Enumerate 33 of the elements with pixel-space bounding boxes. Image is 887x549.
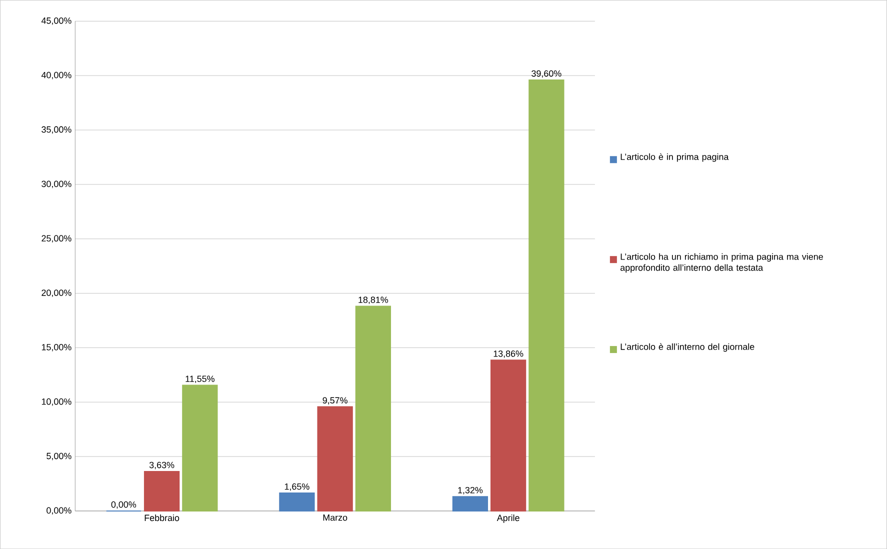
data-label: 1,32% — [458, 486, 483, 494]
bar — [317, 406, 353, 512]
y-tick-label: 15,00% — [42, 344, 72, 352]
data-label: 9,57% — [322, 397, 348, 405]
data-label: 18,81% — [358, 296, 388, 304]
legend-label: L’articolo è all’interno del giornale — [620, 343, 754, 352]
data-label: 11,55% — [186, 376, 214, 383]
bar — [452, 496, 488, 512]
y-tick-label: 25,00% — [42, 235, 72, 242]
legend-label: L’articolo ha un richiamo in prima pagina ma viene approfondito all’interno della testata — [620, 253, 823, 273]
y-tick-label: 45,00% — [41, 17, 72, 25]
x-tick-label: Febbraio — [144, 514, 180, 522]
bar — [279, 492, 315, 512]
bar — [490, 360, 526, 512]
legend-label: L’articolo è in prima pagina — [620, 153, 729, 162]
y-tick-label: 10,00% — [42, 398, 72, 406]
y-tick-label: 30,00% — [42, 180, 72, 188]
data-label: 1,65% — [284, 483, 310, 491]
bar — [182, 384, 218, 512]
bar — [144, 470, 180, 512]
y-tick-label: 5,00% — [46, 452, 72, 460]
y-tick-label: 0,00% — [46, 507, 72, 515]
data-label: 39,60% — [532, 70, 562, 78]
bar — [355, 306, 391, 512]
data-label: 3,63% — [149, 462, 174, 470]
bar — [528, 79, 564, 512]
y-tick-label: 40,00% — [41, 72, 72, 80]
x-tick-label: Marzo — [323, 514, 348, 521]
data-label: 0,00% — [111, 501, 136, 509]
x-tick-label: Aprile — [496, 514, 520, 523]
y-tick-label: 20,00% — [42, 290, 72, 297]
y-tick-label: 35,00% — [42, 126, 72, 134]
data-label: 13,86% — [494, 350, 524, 358]
